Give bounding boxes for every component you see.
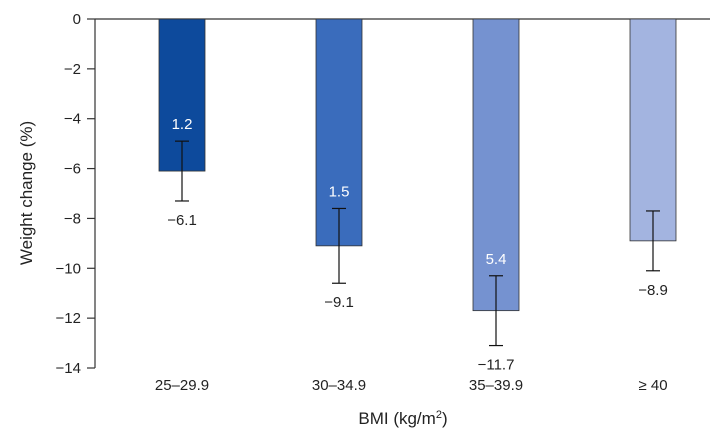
bar-value-label: −6.1 [167, 212, 197, 229]
y-tick-label: −10 [56, 260, 81, 277]
bar-value-label: −8.9 [638, 282, 668, 299]
y-tick-label: −12 [56, 310, 81, 327]
x-axis-title: BMI (kg/m2) [358, 409, 447, 428]
bar [629, 18, 677, 242]
bar-value-label: −11.7 [478, 357, 515, 374]
x-category-label: 30–34.9 [312, 377, 366, 394]
x-category-label: 35–39.9 [469, 377, 523, 394]
y-tick-label: −4 [64, 111, 81, 128]
y-tick-label: 0 [73, 11, 81, 28]
y-tick-label: −2 [64, 61, 81, 78]
y-tick-label: −6 [64, 161, 81, 178]
bar-inner-label: 1.5 [329, 183, 350, 200]
bar-inner-label: 1.2 [172, 116, 193, 133]
y-axis-title: Weight change (%) [17, 121, 36, 265]
x-category-label: 25–29.9 [155, 377, 209, 394]
y-tick-label: −8 [64, 210, 81, 227]
bar-inner-label: 5.4 [486, 251, 507, 268]
y-tick-label: −14 [56, 360, 81, 377]
bar-value-label: −9.1 [324, 294, 354, 311]
x-category-label: ≥ 40 [638, 377, 667, 394]
